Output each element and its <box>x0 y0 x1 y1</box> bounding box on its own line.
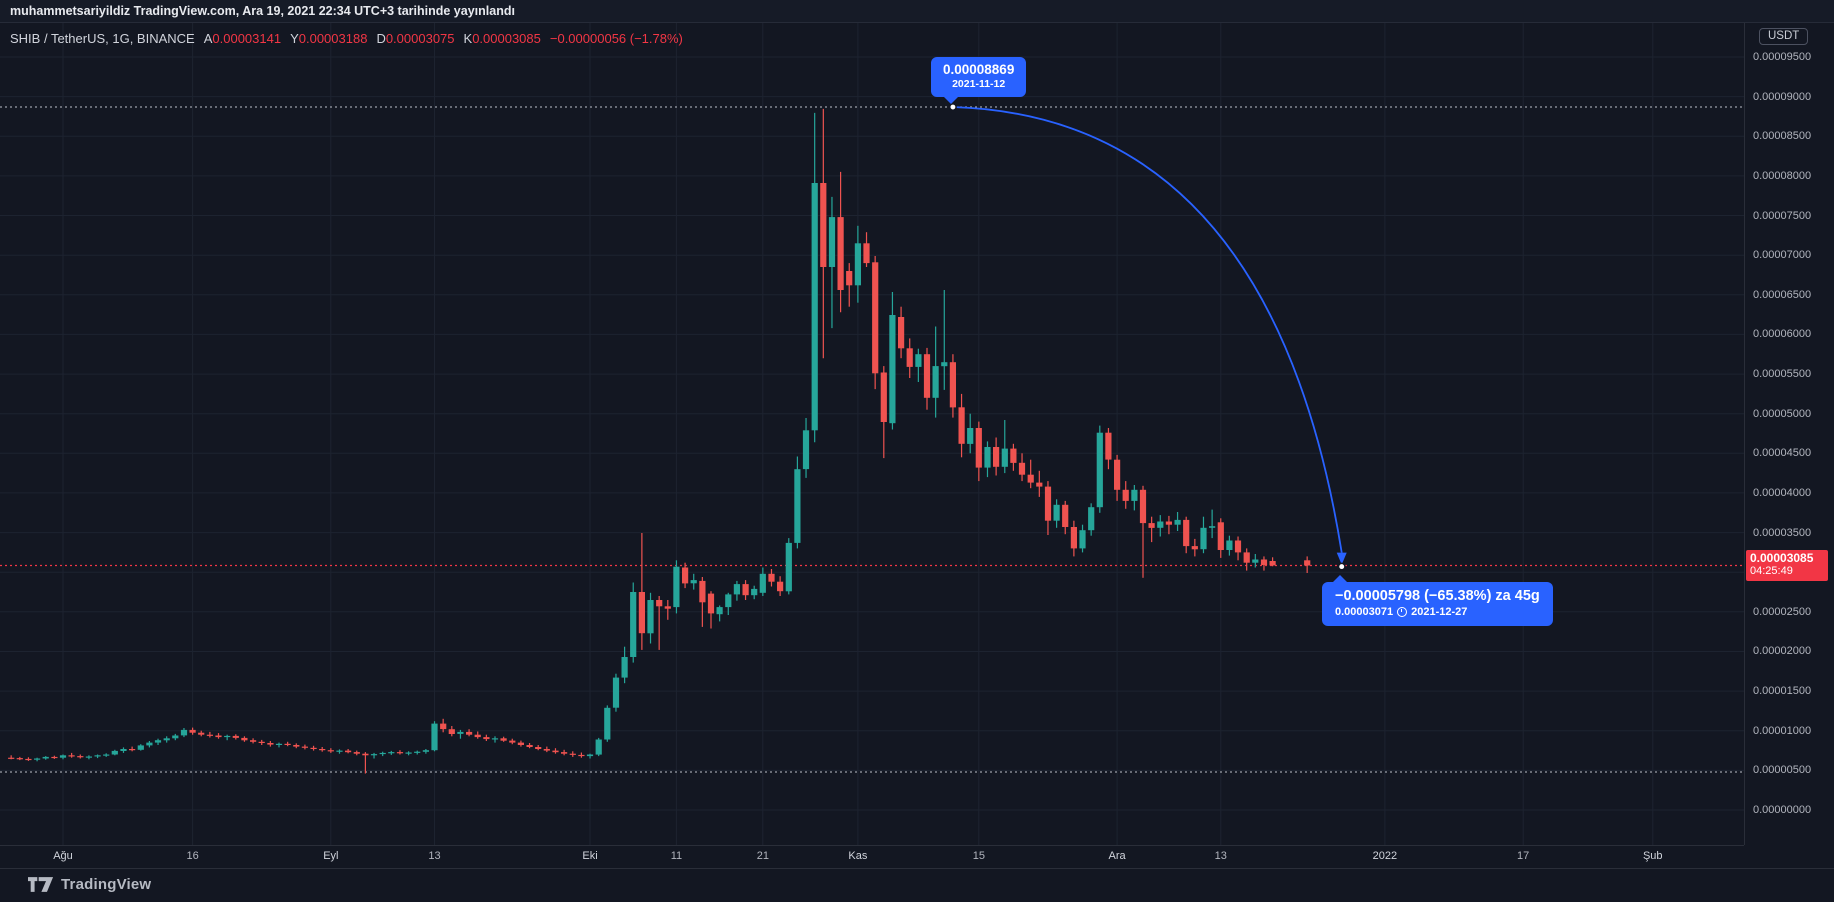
high-value: 0.00003188 <box>298 31 368 46</box>
price-tick-label: 0.00009500 <box>1753 51 1812 63</box>
range-change-text: −0.00005798 (−65.38%) za 45g <box>1335 588 1540 604</box>
clock-icon <box>1397 607 1408 617</box>
open-prefix: A <box>203 31 213 46</box>
close-prefix: K <box>463 31 473 46</box>
price-tick-label: 0.00002500 <box>1753 605 1812 618</box>
close-value: 0.00003085 <box>472 31 541 46</box>
range-start-callout[interactable]: 0.00008869 2021-11-12 <box>931 57 1027 104</box>
time-tick-label: Eyl <box>323 850 339 862</box>
grid-lines <box>0 23 1744 845</box>
time-tick-label: Eki <box>582 850 598 862</box>
last-price-value: 0.00003085 <box>1750 551 1814 566</box>
time-tick-label: Kas <box>848 850 868 862</box>
change-value: −0.00000056 (−1.78%) <box>549 31 683 46</box>
price-tick-label: 0.00004000 <box>1753 486 1812 499</box>
price-scale[interactable]: USDT 0.00009500 0.00009000 0.00008500 0.000… <box>1744 23 1834 845</box>
time-scale[interactable]: Ağu 16 Eyl 13 Eki 11 21 Kas 15 Ara 13 2022 17 Şub <box>0 845 1744 869</box>
tradingview-wordmark: TradingView <box>61 876 152 893</box>
time-tick-label: 21 <box>756 850 769 862</box>
tradingview-logo[interactable]: TradingView <box>28 876 151 893</box>
time-tick-label: 17 <box>1517 850 1530 862</box>
price-tick-label: 0.00009000 <box>1753 90 1812 103</box>
trend-arrow-layer <box>948 103 1347 571</box>
price-tick-label: 0.00001500 <box>1753 685 1812 698</box>
low-prefix: D <box>376 31 386 46</box>
time-tick-label: Ağu <box>53 850 73 862</box>
symbol-title: SHIB / TetherUS, 1G, BINANCE <box>10 31 195 46</box>
time-tick-label: 13 <box>1214 850 1227 862</box>
price-tick-label: 0.00004500 <box>1753 447 1812 460</box>
open-value: 0.00003141 <box>212 31 282 46</box>
last-price-label: 0.00003085 04:25:49 <box>1746 550 1828 582</box>
candlesticks <box>8 108 1311 774</box>
symbol-legend[interactable]: SHIB / TetherUS, 1G, BINANCE A0.00003141 Y… <box>10 31 683 46</box>
time-tick-label: 15 <box>972 850 985 862</box>
price-tick-label: 0.00002000 <box>1753 645 1812 658</box>
range-end-price: 0.00003071 <box>1335 606 1394 618</box>
range-end-date: 2021-12-27 <box>1411 606 1468 618</box>
high-prefix: Y <box>290 31 299 46</box>
dotted-level-lines <box>0 106 1744 773</box>
price-tick-label: 0.00006500 <box>1753 288 1812 301</box>
price-tick-label: 0.00005000 <box>1753 407 1812 420</box>
price-tick-label: 0.00005500 <box>1753 368 1812 381</box>
price-tick-label: 0.00003500 <box>1753 526 1812 539</box>
price-tick-label: 0.00007000 <box>1753 249 1812 262</box>
price-tick-label: 0.00008500 <box>1753 130 1812 143</box>
range-end-callout[interactable]: −0.00005798 (−65.38%) za 45g 0.00003071 … <box>1322 575 1553 626</box>
time-tick-label: Ara <box>1108 850 1126 862</box>
price-tick-label: 0.00000500 <box>1753 764 1812 777</box>
price-tick-label: 0.00001000 <box>1753 724 1812 737</box>
time-tick-label: 11 <box>670 850 683 862</box>
time-tick-label: 2022 <box>1372 850 1398 862</box>
price-tick-label: 0.00000000 <box>1753 804 1812 816</box>
publish-info-text: muhammetsariyildiz TradingView.com, Ara … <box>10 4 515 18</box>
time-tick-label: 16 <box>186 850 199 862</box>
time-tick-label: Şub <box>1642 850 1663 862</box>
range-start-date: 2021-11-12 <box>952 78 1006 90</box>
tradingview-logo-icon <box>28 877 54 892</box>
range-start-price: 0.00008869 <box>943 62 1015 77</box>
bar-countdown: 04:25:49 <box>1750 565 1793 578</box>
footer-strip: TradingView <box>0 868 1834 902</box>
currency-toggle-chip[interactable]: USDT <box>1759 28 1809 45</box>
publish-info-bar: muhammetsariyildiz TradingView.com, Ara … <box>0 0 1834 23</box>
low-value: 0.00003075 <box>385 31 455 46</box>
price-tick-label: 0.00006000 <box>1753 328 1812 341</box>
time-tick-label: 13 <box>428 850 441 862</box>
price-tick-label: 0.00007500 <box>1753 209 1812 222</box>
price-tick-label: 0.00008000 <box>1753 169 1812 182</box>
